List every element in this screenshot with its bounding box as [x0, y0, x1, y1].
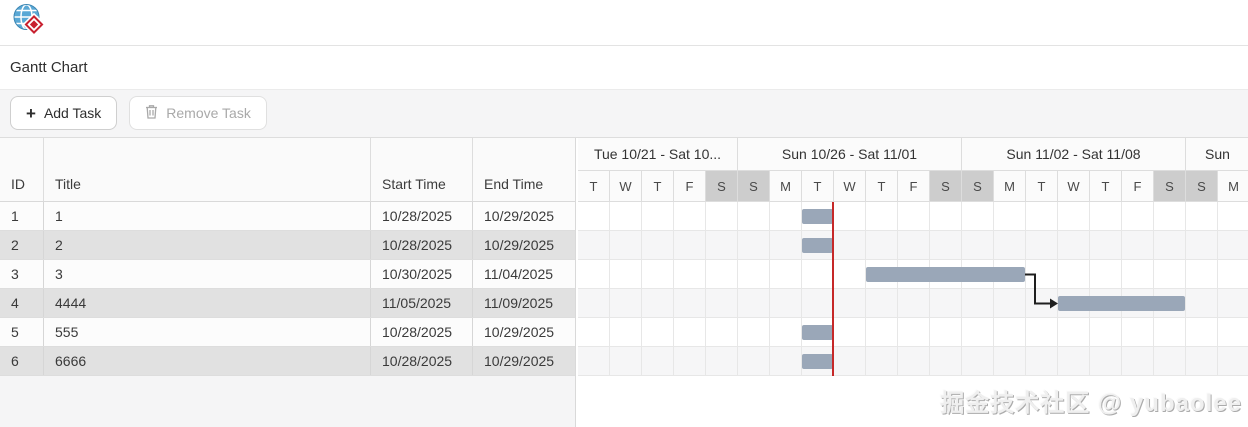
- cell-id: 4: [0, 289, 44, 317]
- day-header-cell: M: [1218, 171, 1248, 202]
- table-row[interactable]: 3 3 10/30/2025 11/04/2025: [0, 260, 575, 289]
- week-header-cell: Sun: [1186, 138, 1248, 171]
- day-header-cell: S: [962, 171, 994, 202]
- cell-id: 6: [0, 347, 44, 375]
- cell-end-time: 10/29/2025: [484, 237, 555, 253]
- task-bar[interactable]: [866, 267, 1025, 282]
- day-header-cell: S: [706, 171, 738, 202]
- cell-id: 3: [0, 260, 44, 288]
- cell-end-time: 10/29/2025: [484, 353, 555, 369]
- cell-end-time: 10/29/2025: [484, 208, 555, 224]
- chart-row: [578, 347, 1248, 376]
- cell-start-time: 10/30/2025: [371, 260, 473, 288]
- trash-icon: [145, 104, 158, 122]
- page-title: Gantt Chart: [10, 59, 88, 76]
- column-header-end-time: End Time: [484, 176, 544, 192]
- cell-title: 2: [44, 231, 371, 259]
- week-header-cell: Sun 11/02 - Sat 11/08: [962, 138, 1186, 171]
- today-line: [832, 202, 834, 376]
- table-row[interactable]: 4 4444 11/05/2025 11/09/2025: [0, 289, 575, 318]
- table-row[interactable]: 5 555 10/28/2025 10/29/2025: [0, 318, 575, 347]
- day-header-cell: M: [994, 171, 1026, 202]
- day-header-cell: W: [834, 171, 866, 202]
- plus-icon: +: [26, 103, 36, 123]
- title-bar: Gantt Chart: [0, 46, 1248, 90]
- remove-task-button[interactable]: Remove Task: [129, 96, 267, 130]
- task-bar[interactable]: [802, 325, 833, 340]
- day-header-cell: T: [578, 171, 610, 202]
- cell-id: 2: [0, 231, 44, 259]
- cell-end-time: 11/04/2025: [484, 266, 554, 282]
- cell-end-time: 11/09/2025: [484, 295, 554, 311]
- day-header-cell: W: [1058, 171, 1090, 202]
- gantt-widget: ID Title Start Time End Time 1 1 10/28/202…: [0, 137, 1248, 427]
- cell-start-time: 10/28/2025: [371, 318, 473, 346]
- day-header-cell: T: [642, 171, 674, 202]
- watermark: 掘金技术社区 @ yubaolee: [940, 390, 1242, 417]
- app-logo-icon: [13, 3, 46, 43]
- day-header-cell: S: [930, 171, 962, 202]
- cell-title: 6666: [44, 347, 371, 375]
- add-task-label: Add Task: [43, 105, 102, 121]
- topbar: [0, 0, 1248, 46]
- cell-title: 1: [44, 202, 371, 230]
- chart-row: [578, 318, 1248, 347]
- cell-start-time: 11/05/2025: [371, 289, 473, 317]
- cell-end-time: 10/29/2025: [484, 324, 555, 340]
- task-bar[interactable]: [1058, 296, 1185, 311]
- table-row[interactable]: 2 2 10/28/2025 10/29/2025: [0, 231, 575, 260]
- task-bar[interactable]: [802, 238, 833, 253]
- cell-title: 555: [44, 318, 371, 346]
- table-header: ID Title Start Time End Time: [0, 138, 575, 202]
- task-table: ID Title Start Time End Time 1 1 10/28/202…: [0, 138, 576, 427]
- column-header-id: ID: [0, 138, 44, 201]
- chart-body: [578, 202, 1248, 376]
- remove-task-label: Remove Task: [166, 105, 251, 121]
- day-header-cell: F: [674, 171, 706, 202]
- cell-title: 3: [44, 260, 371, 288]
- cell-start-time: 10/28/2025: [371, 347, 473, 375]
- cell-id: 5: [0, 318, 44, 346]
- task-table-body: 1 1 10/28/2025 10/29/2025 2 2 10/28/2025 10/29/…: [0, 202, 575, 376]
- day-header-cell: S: [1186, 171, 1218, 202]
- day-header-cell: T: [866, 171, 898, 202]
- day-header-cell: F: [1122, 171, 1154, 202]
- day-header-cell: T: [802, 171, 834, 202]
- day-header-cell: W: [610, 171, 642, 202]
- cell-start-time: 10/28/2025: [371, 231, 473, 259]
- week-scale: Tue 10/21 - Sat 10... Sun 10/26 - Sat 11/…: [578, 138, 1248, 171]
- chart-row: [578, 202, 1248, 231]
- add-task-button[interactable]: + Add Task: [10, 96, 118, 130]
- day-header-cell: T: [1090, 171, 1122, 202]
- chart-row: [578, 231, 1248, 260]
- day-header-cell: T: [1026, 171, 1058, 202]
- task-bar[interactable]: [802, 354, 833, 369]
- task-bar[interactable]: [802, 209, 833, 224]
- cell-start-time: 10/28/2025: [371, 202, 473, 230]
- day-header-cell: F: [898, 171, 930, 202]
- toolbar: + Add Task Remove Task: [10, 96, 267, 130]
- column-header-title: Title: [44, 138, 371, 201]
- day-header-cell: S: [1154, 171, 1186, 202]
- cell-id: 1: [0, 202, 44, 230]
- column-header-start-time: Start Time: [371, 138, 473, 201]
- day-header-cell: M: [770, 171, 802, 202]
- gantt-chart: Tue 10/21 - Sat 10... Sun 10/26 - Sat 11/…: [576, 138, 1248, 427]
- day-header-cell: S: [738, 171, 770, 202]
- week-header-cell: Sun 10/26 - Sat 11/01: [738, 138, 962, 171]
- table-row[interactable]: 1 1 10/28/2025 10/29/2025: [0, 202, 575, 231]
- cell-title: 4444: [44, 289, 371, 317]
- table-row[interactable]: 6 6666 10/28/2025 10/29/2025: [0, 347, 575, 376]
- week-header-cell: Tue 10/21 - Sat 10...: [578, 138, 738, 171]
